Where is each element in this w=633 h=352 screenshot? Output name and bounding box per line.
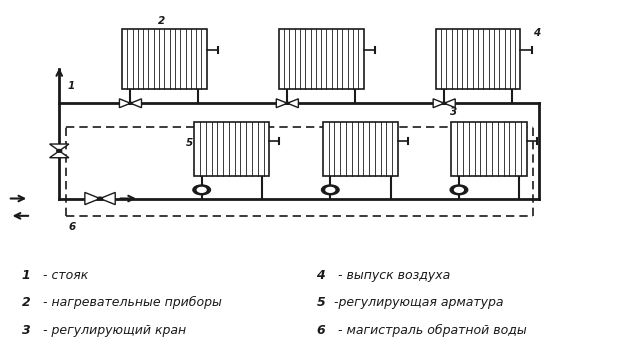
- Circle shape: [450, 185, 468, 195]
- Polygon shape: [100, 193, 115, 205]
- Circle shape: [322, 185, 339, 195]
- Circle shape: [454, 187, 463, 192]
- Circle shape: [326, 187, 335, 192]
- Circle shape: [197, 187, 206, 192]
- Text: 3: 3: [22, 324, 30, 337]
- Polygon shape: [276, 99, 287, 108]
- Text: - магистраль обратной воды: - магистраль обратной воды: [334, 324, 527, 337]
- Circle shape: [193, 185, 210, 195]
- Text: -регулирующая арматура: -регулирующая арматура: [334, 296, 504, 309]
- Polygon shape: [287, 99, 298, 108]
- Bar: [194, 122, 270, 176]
- Text: 2: 2: [158, 15, 165, 26]
- Polygon shape: [444, 99, 455, 108]
- Text: 2: 2: [22, 296, 30, 309]
- Circle shape: [442, 102, 446, 104]
- Bar: [323, 122, 398, 176]
- Circle shape: [285, 102, 289, 104]
- Text: 5: 5: [316, 296, 325, 309]
- Circle shape: [128, 102, 132, 104]
- Polygon shape: [49, 144, 69, 151]
- Polygon shape: [85, 193, 100, 205]
- Text: 5: 5: [186, 138, 193, 149]
- Text: 4: 4: [533, 28, 540, 38]
- Polygon shape: [130, 99, 142, 108]
- Bar: [451, 122, 527, 176]
- Text: 1: 1: [67, 81, 75, 92]
- Polygon shape: [49, 151, 69, 158]
- Circle shape: [97, 197, 103, 200]
- Bar: [436, 29, 520, 89]
- Text: 4: 4: [316, 269, 325, 282]
- Polygon shape: [120, 99, 130, 108]
- Bar: [122, 29, 207, 89]
- Bar: [279, 29, 363, 89]
- Text: 6: 6: [316, 324, 325, 337]
- Text: - регулирующий кран: - регулирующий кран: [39, 324, 186, 337]
- Polygon shape: [433, 99, 444, 108]
- Text: - выпуск воздуха: - выпуск воздуха: [334, 269, 450, 282]
- Text: - нагревательные приборы: - нагревательные приборы: [39, 296, 222, 309]
- Text: 1: 1: [22, 269, 30, 282]
- Text: - стояк: - стояк: [39, 269, 89, 282]
- Text: 3: 3: [451, 107, 458, 117]
- Text: 6: 6: [68, 222, 76, 232]
- Circle shape: [57, 150, 62, 152]
